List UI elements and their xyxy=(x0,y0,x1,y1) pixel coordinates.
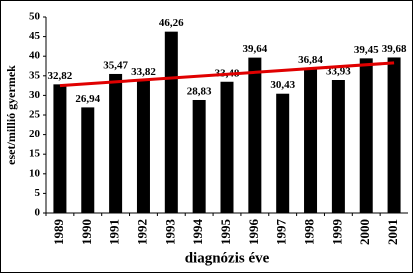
x-tick-label: 1989 xyxy=(51,219,66,246)
bar xyxy=(136,80,150,213)
value-label: 36,84 xyxy=(298,54,323,66)
bar xyxy=(192,99,206,213)
value-label: 39,68 xyxy=(382,43,407,55)
y-tick-label: 35 xyxy=(29,69,41,81)
value-label: 26,94 xyxy=(75,93,100,105)
bar xyxy=(164,31,178,214)
x-tick-label: 1999 xyxy=(329,219,344,246)
bar xyxy=(53,84,67,213)
value-label: 32,82 xyxy=(48,70,73,82)
bar xyxy=(248,57,262,213)
x-tick-label: 1993 xyxy=(162,219,177,246)
y-tick-label: 15 xyxy=(29,148,41,160)
x-tick-label: 1998 xyxy=(302,219,317,246)
x-tick-label: 1996 xyxy=(246,219,261,246)
bar xyxy=(359,58,373,213)
trend-line xyxy=(59,61,395,88)
x-tick-label: 1992 xyxy=(134,219,149,245)
value-label: 30,43 xyxy=(270,79,295,91)
bar xyxy=(109,73,123,213)
value-label: 28,83 xyxy=(187,86,212,98)
y-tick-label: 30 xyxy=(29,89,41,101)
x-tick-label: 2000 xyxy=(357,219,372,245)
bar xyxy=(387,57,401,213)
x-tick-label: 1995 xyxy=(218,219,233,246)
y-tick-label: 5 xyxy=(35,187,41,199)
x-tick-label: 1990 xyxy=(79,219,94,245)
x-tick-label: 1994 xyxy=(190,219,205,246)
y-axis-title: eset/millió gyermek xyxy=(4,65,18,165)
bar xyxy=(81,107,95,213)
y-tick-label: 50 xyxy=(29,11,41,23)
y-tick-label: 20 xyxy=(29,128,41,140)
x-tick-label: 1997 xyxy=(274,219,289,246)
bar xyxy=(304,68,318,214)
bar xyxy=(220,81,234,214)
bar xyxy=(331,79,345,213)
value-label: 39,64 xyxy=(242,43,267,55)
y-tick-label: 45 xyxy=(29,30,41,42)
y-tick-label: 10 xyxy=(29,167,41,179)
y-tick-label: 40 xyxy=(29,50,41,62)
y-tick-label: 25 xyxy=(29,109,41,121)
value-label: 46,26 xyxy=(159,17,184,29)
value-label: 39,45 xyxy=(354,44,379,56)
bar xyxy=(276,93,290,213)
x-axis-title: diagnózis éve xyxy=(185,250,270,266)
x-tick-label: 1991 xyxy=(107,219,122,245)
x-tick-label: 2001 xyxy=(385,219,400,245)
y-tick-label: 0 xyxy=(35,207,41,219)
value-label: 33,82 xyxy=(131,66,156,78)
value-label: 35,47 xyxy=(103,59,128,71)
